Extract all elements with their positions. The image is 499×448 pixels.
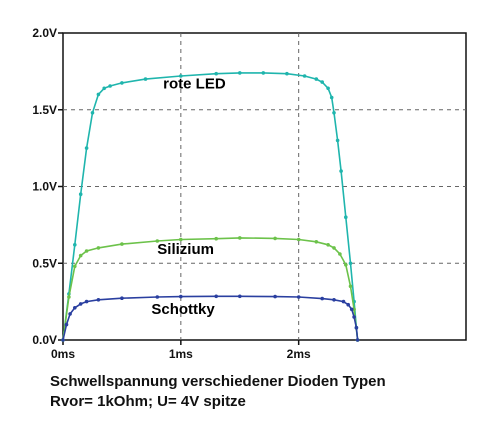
grid-lines: [63, 33, 466, 340]
series-silizium: [61, 236, 360, 342]
data-point: [339, 169, 343, 173]
data-point: [332, 298, 336, 302]
data-point: [214, 71, 218, 76]
y-tick-label: 0.5V: [32, 256, 57, 270]
data-point: [346, 302, 351, 307]
data-point: [344, 215, 348, 219]
data-point: [68, 312, 72, 316]
data-point: [320, 80, 325, 84]
data-point: [96, 246, 101, 250]
data-point: [155, 239, 160, 243]
caption-line-1: Schwellspannung verschiedener Dioden Typ…: [50, 373, 386, 390]
data-point: [335, 138, 340, 143]
data-point: [238, 236, 242, 240]
series-rote-led: [61, 71, 360, 342]
data-point: [179, 74, 183, 78]
data-point: [329, 95, 334, 100]
y-tick-label: 1.0V: [32, 180, 57, 194]
data-point: [214, 236, 218, 241]
x-tick-label: 2ms: [287, 347, 311, 361]
data-point: [273, 236, 277, 241]
data-point: [84, 249, 89, 253]
data-point: [314, 240, 319, 244]
data-point: [326, 243, 330, 247]
y-tick-label: 2.0V: [32, 26, 57, 40]
data-point: [61, 338, 65, 342]
x-axis-ticks: 0ms 1ms 2ms: [51, 340, 311, 361]
data-point: [332, 246, 336, 250]
data-point: [261, 71, 266, 75]
series-schottky: [61, 294, 360, 342]
data-point: [296, 295, 301, 299]
data-point: [332, 111, 336, 115]
data-point: [67, 295, 71, 299]
data-point: [96, 298, 101, 302]
series-line: [62, 295, 359, 341]
data-point: [73, 243, 77, 247]
data-point: [78, 192, 83, 196]
data-point: [355, 338, 360, 342]
data-point: [348, 284, 353, 289]
data-point: [64, 322, 69, 327]
data-point: [238, 71, 242, 75]
data-point: [344, 263, 348, 267]
data-point: [296, 237, 301, 242]
series-label: rote LED: [163, 75, 226, 92]
data-point: [285, 71, 289, 76]
data-point: [238, 294, 242, 299]
series-label: Silizium: [157, 241, 214, 258]
y-tick-label: 0.0V: [32, 333, 57, 347]
data-point: [143, 77, 148, 81]
data-point: [84, 146, 89, 150]
data-point: [120, 81, 124, 85]
data-point: [349, 307, 354, 312]
data-point: [120, 242, 124, 246]
data-point: [320, 296, 325, 301]
data-point: [348, 261, 353, 266]
data-point: [102, 86, 106, 91]
x-tick-label: 1ms: [169, 347, 193, 361]
y-tick-label: 1.5V: [32, 103, 57, 117]
data-point: [78, 253, 83, 258]
data-point: [273, 294, 277, 299]
y-axis-ticks: 0.0V 0.5V 1.0V 1.5V 2.0V: [32, 26, 63, 347]
data-point: [84, 299, 89, 304]
chart-caption: Schwellspannung verschiedener Dioden Typ…: [50, 372, 490, 412]
data-point: [341, 299, 346, 304]
line-chart: 0.0V 0.5V 1.0V 1.5V 2.0V 0ms 1ms 2ms rote LED S…: [32, 26, 467, 361]
data-point: [108, 84, 112, 88]
data-point: [214, 294, 218, 299]
data-point: [302, 74, 307, 78]
x-tick-label: 0ms: [51, 347, 75, 361]
series-label: Schottky: [151, 301, 215, 318]
data-point: [73, 306, 77, 310]
data-point: [338, 252, 342, 256]
data-point: [179, 237, 183, 242]
data-point: [155, 295, 160, 299]
caption-line-2: Rvor= 1kOhm; U= 4V spitze: [50, 393, 246, 410]
data-point: [73, 264, 77, 269]
data-point: [120, 296, 124, 301]
data-point: [314, 77, 319, 81]
data-point: [78, 302, 83, 306]
data-point: [96, 92, 101, 97]
data-point: [326, 86, 330, 91]
series-lines: [61, 71, 360, 342]
series-labels: rote LED Silizium Schottky: [151, 75, 225, 318]
data-point: [90, 111, 95, 115]
data-point: [179, 294, 183, 299]
data-point: [352, 315, 356, 319]
data-point: [354, 325, 359, 330]
